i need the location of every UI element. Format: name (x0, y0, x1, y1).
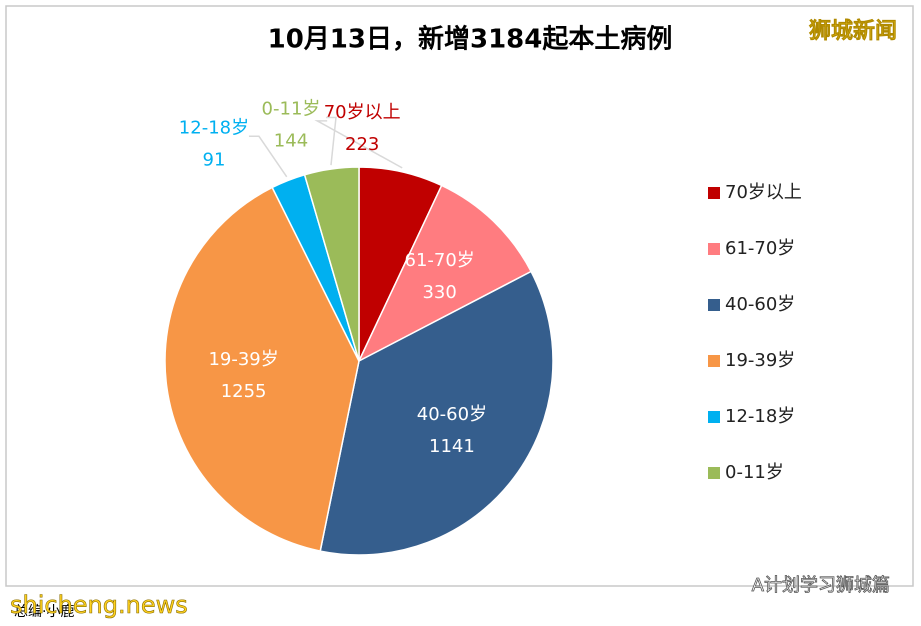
legend-swatch (708, 411, 720, 423)
credit: 总编·小鹿 (14, 603, 74, 620)
data-label-name: 70岁以上 (324, 102, 401, 123)
data-label-name: 19-39岁 (208, 349, 278, 370)
data-label: 223 (345, 134, 379, 155)
pie-slice (357, 184, 533, 363)
pie-slice (303, 166, 360, 362)
legend-label: 0-11岁 (725, 462, 784, 483)
data-label: 1255 (221, 381, 267, 402)
legend-label: 61-70岁 (725, 238, 795, 259)
legend-swatch (708, 243, 720, 255)
legend-label: 70岁以上 (725, 182, 802, 203)
data-label: 1141 (429, 436, 475, 457)
legend-swatch (708, 467, 720, 479)
watermark: 狮城新闻 (809, 18, 897, 44)
watermark: A计划学习狮城篇 (752, 575, 890, 596)
leader-line (314, 120, 403, 169)
data-label-name: 40-60岁 (417, 404, 487, 425)
legend-swatch (708, 355, 720, 367)
legend-label: 19-39岁 (725, 350, 795, 371)
pie-slice (319, 270, 554, 556)
data-label-name: 61-70岁 (405, 250, 475, 271)
data-label: 91 (203, 149, 226, 170)
legend-swatch (708, 299, 720, 311)
leader-line (248, 135, 288, 178)
legend-label: 40-60岁 (725, 294, 795, 315)
data-label-name: 0-11岁 (262, 99, 321, 120)
data-label: 330 (422, 282, 456, 303)
data-label-name: 12-18岁 (179, 117, 249, 138)
pie-slice (164, 186, 360, 552)
chart-title: 10月13日，新增3184起本土病例 (268, 24, 673, 55)
watermark: shicheng.news (10, 591, 188, 619)
legend-label: 12-18岁 (725, 406, 795, 427)
data-label: 144 (274, 131, 308, 152)
leader-line (325, 116, 337, 166)
legend-swatch (708, 187, 720, 199)
